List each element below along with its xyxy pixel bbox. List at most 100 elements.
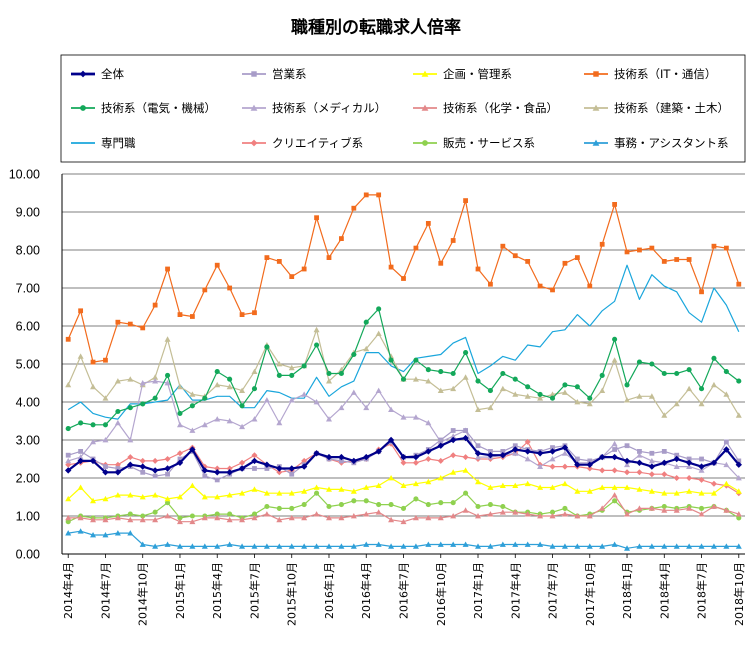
data-point (189, 403, 195, 409)
legend-swatch-marker (80, 105, 86, 111)
data-point (227, 376, 233, 382)
data-point (288, 465, 295, 472)
data-point (176, 459, 184, 466)
data-point (587, 283, 593, 289)
data-point (624, 443, 630, 449)
data-point (214, 416, 221, 422)
data-point (338, 404, 345, 411)
data-point (637, 449, 642, 454)
data-point (325, 486, 332, 492)
data-point (624, 461, 631, 468)
data-point (661, 459, 668, 466)
x-tick-label: 2016年7月 (397, 562, 411, 619)
data-point (624, 484, 631, 490)
legend-item: 販売・サービス系 (413, 136, 535, 150)
data-point (624, 545, 631, 551)
data-point (549, 395, 556, 401)
data-point (152, 395, 158, 401)
data-point (114, 492, 121, 498)
series-2 (65, 467, 742, 504)
data-point (140, 469, 146, 475)
x-tick-label: 2017年4月 (508, 562, 522, 619)
data-point (649, 361, 655, 367)
data-point (78, 308, 84, 314)
data-point (251, 514, 258, 521)
data-point (351, 498, 357, 504)
y-tick-label: 2.00 (16, 472, 40, 486)
data-point (338, 486, 345, 492)
data-point (375, 541, 382, 547)
data-point (239, 459, 246, 466)
data-point (524, 511, 531, 517)
data-point (648, 457, 655, 464)
data-point (723, 446, 730, 453)
data-point (252, 310, 257, 316)
data-point (164, 456, 171, 462)
data-point (301, 488, 308, 494)
x-tick-label: 2017年10月 (583, 562, 597, 626)
legend-swatch-marker (422, 140, 428, 146)
data-point (462, 374, 469, 380)
gridlines (62, 173, 745, 517)
data-point (363, 404, 370, 411)
data-point (189, 446, 196, 453)
data-point (499, 541, 506, 547)
data-point (450, 513, 457, 519)
data-point (661, 412, 668, 418)
data-point (611, 541, 618, 547)
data-point (314, 342, 320, 348)
data-point (438, 369, 444, 375)
y-axis-ticks: 0.00 1.00 2.00 3.00 4.00 5.00 6.00 7.00 8.00 9.00… (9, 168, 40, 562)
data-point (499, 452, 507, 459)
data-point (549, 509, 556, 515)
data-point (735, 461, 742, 468)
data-point (152, 374, 159, 380)
data-point (599, 372, 605, 378)
data-point (152, 516, 159, 523)
data-point (189, 482, 196, 488)
data-point (251, 368, 258, 374)
legend-label: 事務・アシスタント系 (614, 136, 729, 150)
data-point (598, 453, 606, 461)
data-point (587, 458, 593, 464)
legend-label: 技術系（化学・食品） (443, 101, 558, 115)
data-point (313, 484, 320, 490)
data-point (227, 285, 233, 291)
data-point (463, 490, 469, 496)
data-point (648, 471, 655, 478)
data-point (488, 449, 493, 454)
data-point (661, 449, 667, 454)
data-point (276, 505, 282, 511)
data-point (127, 511, 133, 517)
data-point (102, 495, 109, 502)
legend-item: 営業系 (242, 67, 307, 81)
data-point (152, 492, 159, 498)
data-point (450, 541, 457, 547)
data-point (574, 513, 581, 519)
data-point (437, 442, 444, 449)
data-point (152, 509, 158, 515)
data-point (177, 410, 183, 416)
data-point (524, 393, 531, 399)
data-point (636, 543, 643, 549)
data-point (673, 475, 680, 481)
data-point (623, 457, 631, 465)
data-point (388, 353, 395, 359)
data-point (214, 381, 221, 388)
data-point (686, 475, 693, 481)
data-point (586, 488, 593, 494)
data-point (412, 514, 419, 521)
data-point (214, 514, 221, 521)
data-point (202, 395, 208, 401)
data-point (437, 387, 444, 393)
data-point (537, 283, 543, 289)
data-point (313, 326, 320, 333)
x-tick-label: 2015年7月 (247, 562, 261, 619)
data-point (524, 438, 531, 445)
data-point (624, 397, 631, 403)
data-point (400, 414, 407, 420)
data-point (599, 387, 606, 393)
data-point (487, 484, 494, 490)
data-point (388, 264, 394, 270)
data-point (127, 405, 133, 411)
